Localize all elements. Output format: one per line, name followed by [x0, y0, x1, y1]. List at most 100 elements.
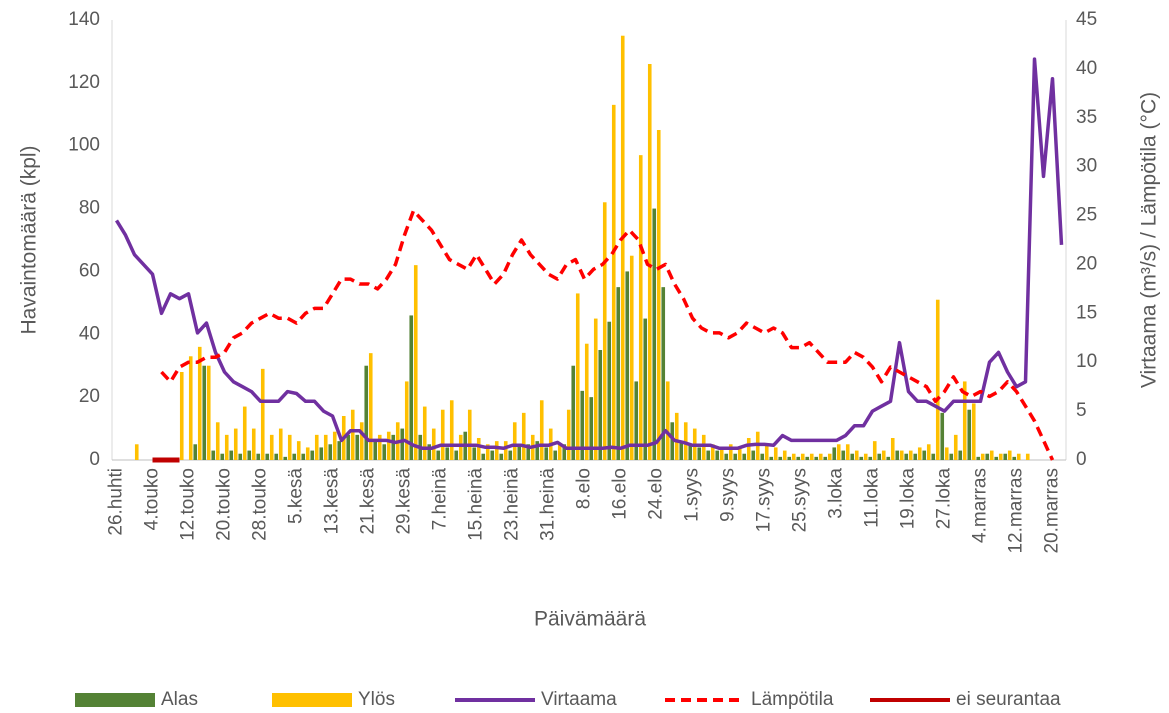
bar	[301, 453, 306, 460]
x-tick-label: 25.syys	[790, 468, 811, 532]
bar	[944, 447, 949, 460]
bar	[364, 365, 369, 460]
y-tick-label: 0	[89, 449, 100, 470]
bar	[859, 456, 864, 460]
bar	[656, 130, 661, 460]
x-tick-label: 5.kesä	[286, 468, 307, 524]
x-tick-label: 28.touko	[250, 468, 271, 541]
bar	[778, 456, 783, 460]
bar	[377, 434, 382, 460]
x-tick-label: 29.kesä	[394, 468, 415, 535]
bar	[319, 447, 324, 460]
bar	[674, 412, 679, 460]
bar	[260, 368, 265, 460]
bar	[769, 456, 774, 460]
bar	[733, 453, 738, 460]
bar	[575, 293, 580, 460]
bar	[850, 453, 855, 460]
bar	[724, 453, 729, 460]
bar	[251, 428, 256, 460]
bar	[346, 434, 351, 460]
bar	[746, 438, 751, 460]
bar	[647, 64, 652, 460]
bar	[287, 434, 292, 460]
x-tick-label: 3.loka	[826, 468, 847, 519]
x-tick-label: 4.touko	[142, 468, 163, 530]
bar	[409, 315, 414, 460]
y2-tick-label: 30	[1076, 156, 1097, 177]
bar	[791, 453, 796, 460]
bar	[863, 453, 868, 460]
legend-swatch	[272, 693, 352, 707]
x-tick-label: 23.heinä	[502, 468, 523, 541]
bar	[296, 441, 301, 460]
y2-tick-label: 5	[1076, 400, 1087, 421]
bar	[517, 444, 522, 460]
bar	[413, 265, 418, 460]
bar	[710, 444, 715, 460]
bar	[427, 444, 432, 460]
bar	[589, 397, 594, 460]
bar	[206, 365, 211, 460]
bar	[458, 434, 463, 460]
y-tick-label: 140	[68, 9, 100, 30]
bar	[571, 365, 576, 460]
bar	[832, 447, 837, 460]
bar	[971, 403, 976, 460]
x-tick-label: 12.touko	[178, 468, 199, 541]
bar	[566, 409, 571, 460]
bar	[800, 453, 805, 460]
bar	[134, 444, 139, 460]
x-tick-label: 31.heinä	[538, 468, 559, 541]
bar	[809, 453, 814, 460]
bar	[773, 447, 778, 460]
bar	[886, 456, 891, 460]
y-tick-label: 100	[68, 135, 100, 156]
bar	[278, 428, 283, 460]
bar	[976, 456, 981, 460]
bar	[265, 453, 270, 460]
x-tick-label: 11.loka	[862, 468, 883, 528]
bar	[895, 450, 900, 460]
bar	[373, 441, 378, 460]
line	[115, 57, 1064, 451]
bar	[269, 434, 274, 460]
bar	[958, 450, 963, 460]
bar	[283, 456, 288, 460]
bar	[872, 441, 877, 460]
x-tick-label: 26.huhti	[106, 468, 127, 536]
bar	[197, 346, 202, 460]
bar	[503, 441, 508, 460]
bar	[193, 444, 198, 460]
bar	[890, 438, 895, 460]
y2-tick-label: 20	[1076, 253, 1097, 274]
bar	[719, 447, 724, 460]
bar	[368, 353, 373, 460]
bar	[1016, 453, 1021, 460]
bar	[931, 453, 936, 460]
legend-label: Alas	[161, 689, 198, 710]
legend-label: ei seurantaa	[956, 689, 1061, 710]
x-tick-label: 21.kesä	[358, 468, 379, 535]
bar	[728, 444, 733, 460]
bar	[1012, 456, 1017, 460]
legend-label: Ylös	[358, 689, 395, 710]
bar	[962, 381, 967, 460]
bar	[544, 447, 549, 460]
bar	[490, 450, 495, 460]
bar	[247, 450, 252, 460]
bar	[616, 287, 621, 460]
bar	[868, 456, 873, 460]
bar	[715, 450, 720, 460]
bar	[562, 444, 567, 460]
bar	[796, 456, 801, 460]
bar	[1003, 453, 1008, 460]
bar	[760, 453, 765, 460]
bar	[350, 409, 355, 460]
bar	[481, 453, 486, 460]
y-tick-label: 120	[68, 72, 100, 93]
bar	[949, 453, 954, 460]
y-tick-label: 60	[79, 260, 100, 281]
bar	[454, 450, 459, 460]
